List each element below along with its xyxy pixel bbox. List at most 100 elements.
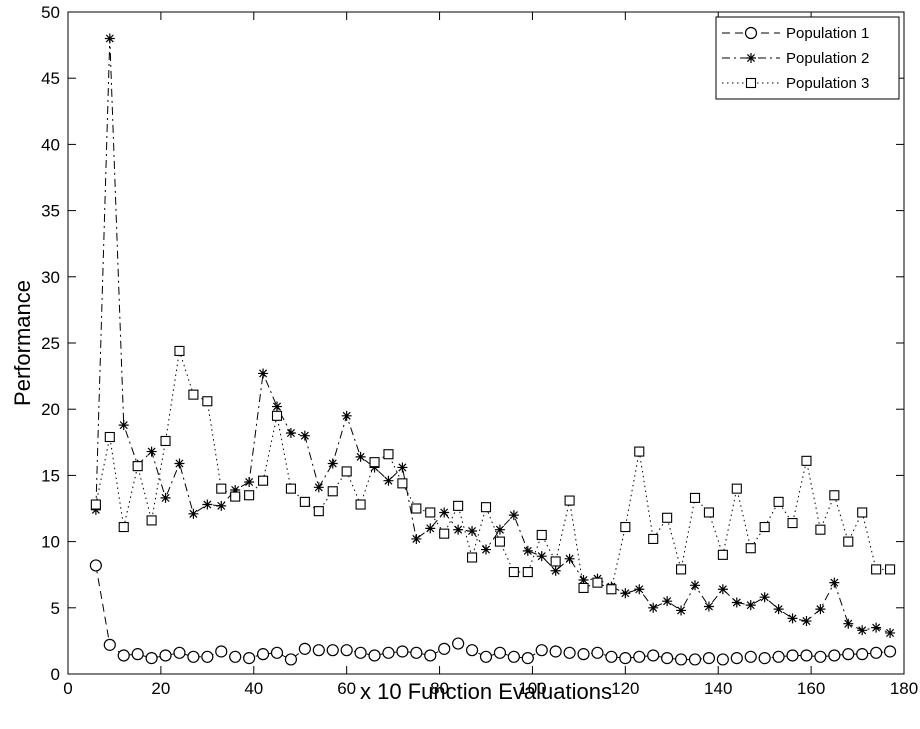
x-tick-label: 160 — [797, 679, 825, 698]
data-point — [131, 648, 144, 661]
data-point — [507, 650, 520, 663]
data-point — [787, 518, 798, 529]
data-point — [467, 552, 478, 563]
data-point — [800, 649, 813, 662]
data-point — [689, 492, 701, 503]
data-point — [772, 650, 785, 663]
data-point — [648, 602, 659, 613]
x-tick-label: 100 — [518, 679, 546, 698]
data-point — [661, 652, 674, 665]
data-point — [773, 496, 784, 507]
data-point — [326, 644, 339, 657]
data-point — [396, 645, 409, 658]
y-tick-label: 45 — [41, 69, 60, 88]
data-point — [383, 449, 394, 460]
series-line — [95, 565, 891, 661]
data-point — [493, 646, 507, 659]
data-point — [174, 458, 185, 469]
y-tick-label: 15 — [41, 466, 60, 485]
data-point — [244, 490, 255, 501]
data-point — [843, 618, 854, 629]
data-point — [146, 446, 157, 457]
data-point — [634, 584, 645, 595]
data-point — [550, 565, 561, 576]
data-point — [90, 499, 101, 510]
data-point — [312, 644, 325, 657]
data-point — [452, 637, 465, 650]
data-point — [104, 33, 115, 44]
data-point — [480, 502, 492, 513]
data-point — [508, 510, 519, 521]
data-point — [634, 446, 645, 457]
data-point — [117, 649, 130, 662]
data-point — [424, 649, 437, 662]
data-point — [327, 486, 338, 497]
data-point — [620, 588, 631, 599]
data-point — [104, 431, 115, 443]
data-point — [284, 653, 298, 666]
data-point — [577, 648, 590, 661]
data-point — [327, 458, 338, 469]
data-point — [592, 577, 603, 588]
data-point — [270, 646, 284, 659]
data-point — [563, 646, 576, 659]
data-point — [662, 596, 673, 607]
data-point — [201, 650, 214, 663]
data-point — [256, 648, 270, 661]
y-tick-label: 10 — [41, 533, 60, 552]
data-point — [439, 528, 450, 539]
data-point — [731, 597, 742, 608]
data-point — [298, 642, 311, 655]
y-tick-label: 30 — [41, 268, 60, 287]
data-point — [620, 521, 631, 533]
data-point — [815, 604, 826, 615]
y-tick-label: 40 — [41, 135, 60, 154]
series-layer — [89, 33, 897, 666]
data-point — [815, 524, 826, 535]
data-point — [258, 475, 269, 486]
data-point — [354, 646, 367, 659]
data-point — [885, 564, 896, 575]
axis-ticks: 0 20 40 60 80 100 120 140 160 180 0 5 10 15 20 25 30 35 40… — [41, 3, 918, 698]
data-point — [368, 649, 381, 662]
data-point — [145, 652, 158, 665]
data-point — [229, 650, 242, 663]
x-axis-title: x 10 Function Evaluations — [360, 679, 612, 704]
data-point — [716, 653, 729, 666]
data-point — [883, 645, 897, 658]
data-point — [676, 564, 687, 575]
data-point — [453, 524, 464, 535]
data-point — [299, 496, 310, 507]
legend-label: Population 3 — [786, 75, 869, 92]
data-point — [103, 638, 116, 651]
y-tick-label: 5 — [51, 599, 60, 618]
plot-area — [67, 11, 905, 675]
data-point — [759, 521, 770, 533]
data-point — [397, 462, 408, 473]
data-point — [843, 536, 854, 547]
data-point — [425, 523, 436, 534]
data-point — [870, 646, 883, 659]
data-point — [857, 507, 868, 518]
data-point — [355, 499, 366, 510]
data-point — [871, 564, 882, 575]
legend: Population 1 Population 2 Population 3 — [715, 16, 900, 100]
data-point — [465, 644, 479, 657]
data-point — [674, 653, 688, 666]
x-tick-label: 180 — [890, 679, 918, 698]
series-line — [95, 38, 891, 634]
data-point — [606, 584, 617, 595]
data-point — [313, 482, 324, 493]
data-point — [773, 604, 784, 615]
data-point — [703, 601, 714, 612]
data-point — [717, 549, 728, 560]
y-tick-label: 35 — [41, 202, 60, 221]
data-point — [383, 475, 394, 486]
legend-marker — [746, 53, 756, 63]
x-tick-label: 120 — [611, 679, 639, 698]
data-point — [688, 653, 702, 666]
data-point — [425, 507, 436, 518]
data-point — [382, 646, 395, 659]
data-point — [662, 512, 673, 523]
